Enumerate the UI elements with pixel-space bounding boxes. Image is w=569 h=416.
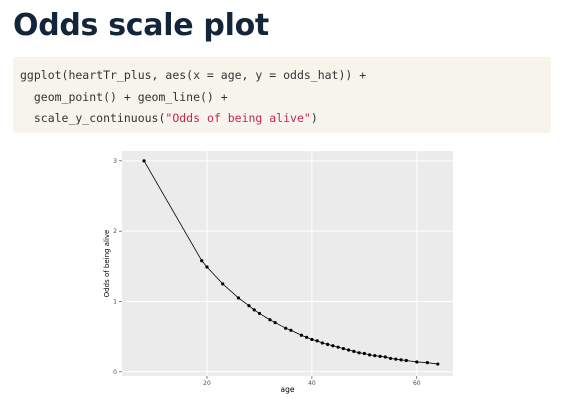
x-axis-label: age bbox=[281, 385, 295, 394]
point bbox=[404, 358, 408, 363]
point bbox=[310, 337, 314, 342]
point bbox=[394, 357, 398, 361]
point bbox=[347, 348, 351, 352]
point bbox=[268, 318, 272, 322]
point bbox=[289, 328, 293, 332]
point bbox=[200, 259, 204, 263]
code-token: scale_y_continuous( bbox=[20, 111, 166, 125]
point bbox=[331, 344, 335, 348]
point bbox=[357, 351, 361, 355]
y-tick-label: 0 bbox=[113, 369, 117, 376]
point bbox=[221, 282, 225, 286]
plot-background bbox=[122, 151, 453, 376]
point bbox=[367, 353, 372, 357]
y-tick-label: 2 bbox=[113, 228, 117, 235]
y-tick-label: 3 bbox=[113, 158, 117, 165]
slide-title: Odds scale plot bbox=[13, 8, 269, 43]
y-tick-label: 1 bbox=[113, 298, 117, 305]
point bbox=[341, 346, 345, 351]
point bbox=[236, 296, 241, 300]
point bbox=[205, 265, 209, 269]
code-token: geom_point() + geom_line() + bbox=[20, 89, 228, 104]
point bbox=[305, 335, 309, 339]
point bbox=[383, 355, 387, 359]
point bbox=[352, 349, 356, 353]
point bbox=[142, 159, 146, 163]
point bbox=[436, 362, 440, 366]
point bbox=[362, 351, 366, 356]
point bbox=[378, 354, 382, 358]
point bbox=[299, 333, 304, 337]
point bbox=[273, 320, 277, 325]
point bbox=[399, 358, 403, 362]
point bbox=[415, 360, 419, 364]
code-line: scale_y_continuous("Odds of being alive"… bbox=[20, 111, 318, 125]
code-token: "Odds of being alive" bbox=[165, 111, 311, 125]
point bbox=[336, 345, 340, 349]
point bbox=[315, 339, 319, 343]
point bbox=[320, 341, 324, 345]
point bbox=[388, 356, 393, 361]
code-token: ggplot(heartTr_plus, aes(x = age, y = od… bbox=[20, 68, 367, 82]
point bbox=[284, 326, 288, 330]
code-token: ) bbox=[310, 111, 318, 125]
y-axis-label: Odds of being alive bbox=[103, 230, 111, 298]
code-block: ggplot(heartTr_plus, aes(x = age, y = od… bbox=[13, 57, 551, 133]
point bbox=[252, 308, 256, 312]
code-line: ggplot(heartTr_plus, aes(x = age, y = od… bbox=[20, 68, 366, 82]
x-tick-label: 20 bbox=[203, 380, 211, 387]
point bbox=[326, 342, 330, 346]
x-tick-label: 60 bbox=[413, 380, 421, 387]
point bbox=[247, 304, 251, 308]
point bbox=[425, 361, 429, 365]
point bbox=[373, 354, 377, 358]
x-tick-label: 40 bbox=[308, 380, 316, 387]
code-line: geom_point() + geom_line() + bbox=[20, 90, 228, 104]
point bbox=[257, 311, 262, 316]
